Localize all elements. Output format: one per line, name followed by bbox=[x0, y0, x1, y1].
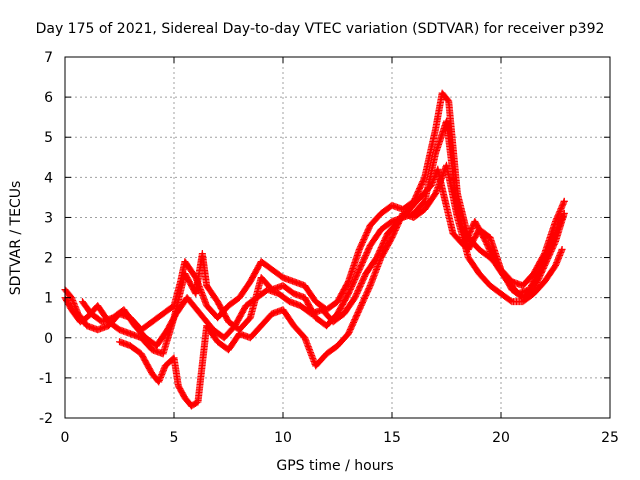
y-tick-label: 4 bbox=[44, 170, 53, 186]
x-tick-label: 0 bbox=[61, 430, 70, 446]
y-tick-label: 6 bbox=[44, 90, 53, 106]
y-tick-label: -2 bbox=[39, 411, 53, 427]
x-tick-label: 25 bbox=[601, 430, 619, 446]
data-point bbox=[420, 175, 428, 183]
x-tick-label: 5 bbox=[170, 430, 179, 446]
series-track-4 bbox=[78, 165, 566, 350]
y-tick-label: 1 bbox=[44, 291, 53, 307]
x-axis-label: GPS time / hours bbox=[276, 458, 393, 474]
y-tick-label: 5 bbox=[44, 130, 53, 146]
x-tick-label: 20 bbox=[492, 430, 510, 446]
plot-frame bbox=[64, 56, 611, 419]
y-tick-label: 3 bbox=[44, 210, 53, 226]
axis-ticks: 0 5 10 15 20 25 -2 -1 0 1 2 3 4 5 6 7 bbox=[39, 50, 619, 446]
data-point bbox=[560, 199, 568, 207]
chart-title: Day 175 of 2021, Sidereal Day-to-day VTE… bbox=[36, 21, 605, 37]
data-point bbox=[558, 246, 566, 254]
data-point bbox=[558, 213, 566, 221]
y-tick-label: 7 bbox=[44, 50, 53, 66]
y-axis-label: SDTVAR / TECUs bbox=[8, 181, 24, 296]
data-points bbox=[61, 89, 568, 410]
y-tick-label: 2 bbox=[44, 251, 53, 267]
x-tick-label: 15 bbox=[383, 430, 401, 446]
series-track-2 bbox=[61, 117, 568, 358]
x-tick-label: 10 bbox=[274, 430, 292, 446]
y-tick-label: 0 bbox=[44, 331, 53, 347]
data-point bbox=[560, 197, 568, 205]
data-point bbox=[560, 209, 568, 217]
y-tick-label: -1 bbox=[39, 371, 53, 387]
